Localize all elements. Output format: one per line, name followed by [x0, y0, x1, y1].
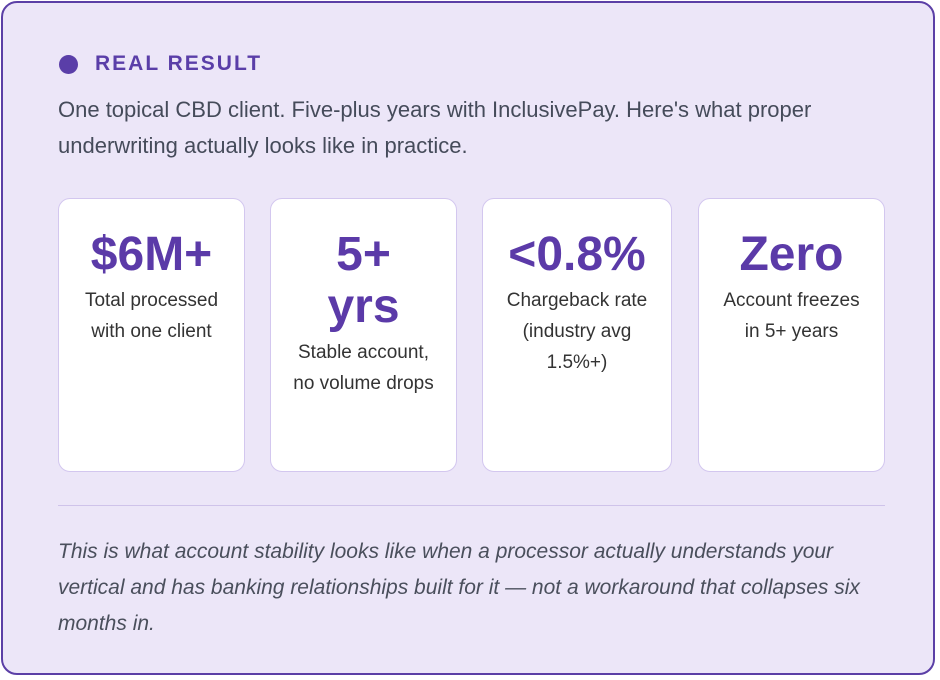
description: One topical CBD client. Five-plus years … — [58, 97, 812, 158]
dot-icon — [59, 55, 78, 74]
stat-value: <0.8% — [508, 228, 646, 281]
stat-card: <0.8% Chargeback rate (industry avg 1.5%+… — [482, 198, 672, 472]
stat-label: Total processed with one client — [84, 290, 219, 342]
stat-card: $6M+ Total processed with one client — [58, 198, 245, 472]
stat-card: 5+ yrs Stable account, no volume drops — [270, 198, 457, 472]
stat-label: Chargeback rate (industry avg 1.5%+) — [506, 290, 648, 373]
divider — [58, 505, 885, 506]
section-label: REAL RESULT — [95, 52, 263, 75]
stat-label: Account freezes in 5+ years — [723, 290, 860, 342]
footnote: This is what account stability looks lik… — [58, 540, 860, 635]
stat-value: Zero — [739, 228, 844, 281]
stat-value: $6M+ — [90, 228, 213, 281]
stat-label: Stable account, no volume drops — [293, 342, 434, 394]
stat-card: Zero Account freezes in 5+ years — [698, 198, 885, 472]
stat-value: 5+ yrs — [327, 228, 400, 333]
